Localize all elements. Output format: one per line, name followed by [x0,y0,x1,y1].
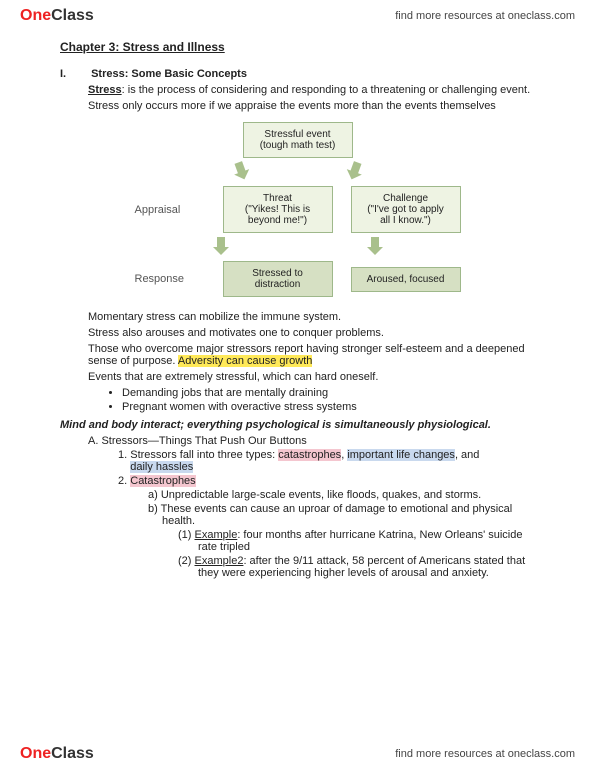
outline-2: 2. Catastrophes [118,475,535,487]
document-content: Chapter 3: Stress and Illness I. Stress:… [0,32,595,579]
arrow-down-icon [209,233,233,257]
underline-example2: Example2 [195,555,244,567]
label-appraisal: Appraisal [135,204,205,216]
logo: OneClass [20,7,94,25]
outline-ex1: (1) Example: four months after hurricane… [178,529,535,553]
paragraph: Events that are extremely stressful, whi… [88,371,535,383]
highlight-blue: daily hassles [130,461,193,473]
text-ex2: : after the 9/11 attack, 58 percent of A… [198,555,525,579]
outline-a: A. Stressors—Things That Push Our Button… [88,435,535,447]
diagram-row-appraisal: Appraisal Threat ("Yikes! This is beyond… [135,186,461,233]
underline-example: Example [195,529,238,541]
text: , and [455,449,479,461]
section-heading: I. Stress: Some Basic Concepts [60,68,535,80]
logo-class: Class [51,7,94,25]
outline-2b: b) These events can cause an uproar of d… [148,503,535,527]
arrow-down-icon [229,158,253,182]
text-2b: These events can cause an uproar of dama… [161,503,513,527]
outline-ex2: (2) Example2: after the 9/11 attack, 58 … [178,555,535,579]
definition-line: Stress: is the process of considering an… [88,84,535,96]
arrow-row-2 [209,233,387,257]
label-2: 2. [118,475,127,487]
find-resources-link[interactable]: find more resources at oneclass.com [395,10,575,22]
highlight-blue: important life changes [347,449,455,461]
paragraph: Stress also arouses and motivates one to… [88,327,535,339]
label-ex1: (1) [178,529,191,541]
page-footer: OneClass find more resources at oneclass… [0,738,595,770]
arrow-row-1 [229,158,367,182]
highlight-pink: catastrophes [278,449,341,461]
label-2a: a) [148,489,158,501]
highlight-yellow: Adversity can cause growth [178,355,313,367]
find-resources-link[interactable]: find more resources at oneclass.com [395,748,575,760]
italic-heading: Mind and body interact; everything psych… [60,419,535,431]
diagram-row-response: Response Stressed to distraction Aroused… [135,261,461,297]
bullet-list: Demanding jobs that are mentally drainin… [108,387,535,413]
text-ex1: : four months after hurricane Katrina, N… [198,529,523,553]
paragraph: Those who overcome major stressors repor… [88,343,535,367]
list-item: Pregnant women with overactive stress sy… [122,401,535,413]
arrow-down-icon [363,233,387,257]
logo-one: One [20,745,51,763]
diagram-box-challenge: Challenge ("I've got to apply all I know… [351,186,461,233]
label-1: 1. [118,449,127,461]
arrow-down-icon [343,158,367,182]
diagram-box-threat: Threat ("Yikes! This is beyond me!") [223,186,333,233]
text: Stressors fall into three types: [130,449,278,461]
chapter-title: Chapter 3: Stress and Illness [60,40,535,54]
paragraph: Stress only occurs more if we appraise t… [88,100,535,112]
list-item: Demanding jobs that are mentally drainin… [122,387,535,399]
logo-class: Class [51,745,94,763]
outline-2a: a) Unpredictable large-scale events, lik… [148,489,535,501]
highlight-pink: Catastrophes [130,475,195,487]
roman-numeral: I. [60,68,88,80]
diagram-box-aroused: Aroused, focused [351,267,461,292]
text-a: Stressors—Things That Push Our Buttons [101,435,306,447]
term-stress: Stress [88,84,122,96]
stress-diagram: Stressful event (tough math test) Apprai… [60,122,535,297]
page-header: OneClass find more resources at oneclass… [0,0,595,32]
logo-one: One [20,7,51,25]
label-2b: b) [148,503,158,515]
definition-text: : is the process of considering and resp… [122,84,531,96]
paragraph: Momentary stress can mobilize the immune… [88,311,535,323]
diagram-box-event: Stressful event (tough math test) [243,122,353,158]
outline-1: 1. Stressors fall into three types: cata… [118,449,535,473]
label-ex2: (2) [178,555,191,567]
label-a: A. [88,435,98,447]
section-title: Stress: Some Basic Concepts [91,68,247,80]
label-response: Response [135,273,205,285]
diagram-box-stressed: Stressed to distraction [223,261,333,297]
logo: OneClass [20,745,94,763]
text-2a: Unpredictable large-scale events, like f… [161,489,481,501]
